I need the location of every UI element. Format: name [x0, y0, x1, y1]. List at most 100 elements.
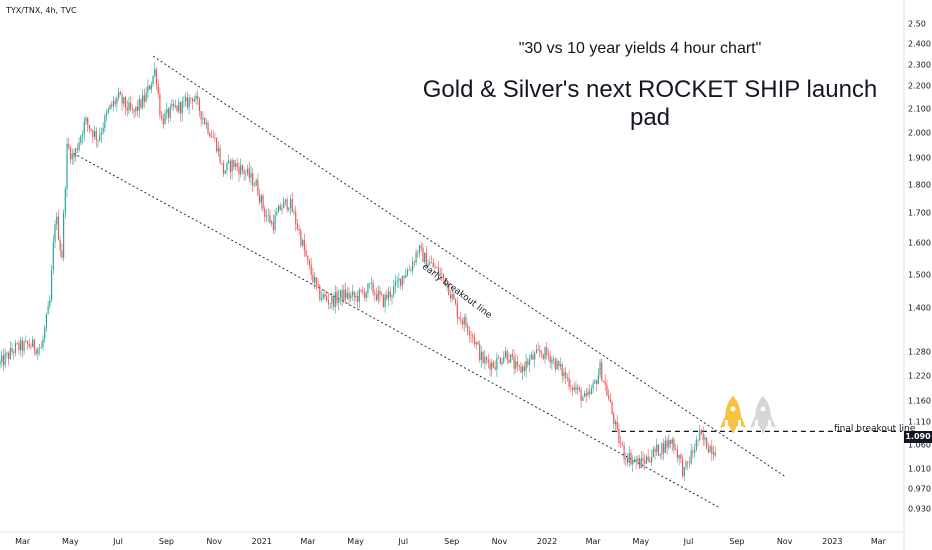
candle-down [595, 380, 598, 385]
candle-up [410, 270, 412, 272]
candle-up [358, 289, 360, 302]
candle-down [532, 354, 534, 360]
candle-up [664, 440, 666, 453]
candle-up [640, 458, 642, 468]
candle-down [403, 276, 405, 278]
candle-up [501, 361, 503, 364]
candle-up [301, 240, 304, 246]
candle-up [369, 283, 371, 285]
candle-up [99, 135, 101, 141]
candle-down [372, 282, 374, 294]
candle-up [530, 354, 532, 359]
candle-down [236, 163, 238, 167]
candle-down [499, 358, 501, 364]
candle-down [413, 262, 415, 263]
candle-down [59, 239, 61, 251]
candle-down [680, 455, 682, 459]
trendline-dotted [152, 55, 785, 477]
candle-down [456, 303, 458, 318]
candle-down [341, 290, 343, 301]
candle-down [417, 252, 419, 254]
candle-up [4, 354, 6, 366]
x-tick-label: Nov [776, 537, 793, 546]
candle-down [176, 105, 178, 112]
candle-down [327, 300, 329, 304]
candle-down [467, 325, 469, 332]
x-tick-label: Jul [683, 537, 694, 546]
candle-down [711, 445, 713, 455]
candle-down [437, 267, 440, 275]
candle-up [20, 340, 22, 351]
candle-down [458, 317, 460, 320]
candle-up [226, 162, 228, 171]
candle-down [92, 130, 94, 137]
candle-up [377, 290, 379, 300]
candle-down [148, 85, 151, 90]
candle-down [518, 365, 520, 367]
candle-up [551, 359, 553, 363]
candle-down [425, 252, 427, 267]
candle-down [121, 94, 123, 104]
candle-down [179, 102, 182, 114]
candle-down [382, 294, 385, 307]
x-tick-label: Nov [206, 537, 222, 546]
candle-up [599, 362, 601, 376]
candle-up [105, 112, 108, 116]
candle-down [649, 460, 651, 462]
candle-up [652, 448, 654, 458]
candle-down [197, 95, 199, 99]
candle-down [203, 118, 206, 125]
candle-down [298, 229, 300, 231]
candle-down [303, 240, 305, 251]
candle-up [418, 245, 421, 253]
candle-up [250, 172, 252, 178]
candle-down [238, 166, 240, 175]
candle-up [25, 340, 27, 342]
y-tick-label: 1.060 [908, 440, 931, 450]
candle-up [535, 349, 538, 354]
candle-down [473, 337, 476, 345]
candle-up [40, 346, 42, 349]
candle-down [11, 348, 13, 352]
candle-down [140, 99, 142, 108]
x-tick-label: 2023 [822, 537, 843, 546]
candle-up [147, 85, 149, 93]
candle-down [336, 291, 338, 303]
candle-down [606, 384, 608, 396]
candle-up [112, 100, 115, 107]
y-tick-label: 1.700 [908, 208, 931, 218]
candle-up [152, 75, 154, 85]
candle-up [54, 224, 56, 243]
candle-down [575, 387, 577, 390]
candle-up [651, 457, 653, 462]
candle-down [161, 115, 163, 119]
candle-up [484, 357, 486, 363]
candle-down [687, 461, 689, 463]
candle-down [580, 389, 582, 401]
candle-down [565, 372, 567, 379]
candle-down [130, 102, 132, 110]
candle-down [241, 165, 244, 171]
candle-down [262, 195, 264, 209]
candle-up [128, 102, 130, 111]
candle-up [391, 294, 393, 297]
candle-up [587, 391, 589, 396]
candle-up [14, 343, 17, 353]
candle-down [57, 216, 60, 240]
candle-up [284, 199, 287, 202]
candle-down [126, 107, 128, 111]
candle-down [585, 393, 587, 396]
candle-down [609, 398, 611, 403]
candle-up [265, 215, 268, 217]
candle-down [375, 294, 378, 300]
candle-down [638, 458, 641, 468]
y-tick-label: 1.500 [908, 270, 931, 280]
candle-up [712, 452, 715, 455]
candle-down [348, 292, 350, 299]
candle-down [692, 451, 694, 453]
candle-down [621, 443, 623, 446]
candle-down [212, 137, 214, 138]
candle-down [442, 274, 445, 278]
candle-down [516, 361, 519, 366]
